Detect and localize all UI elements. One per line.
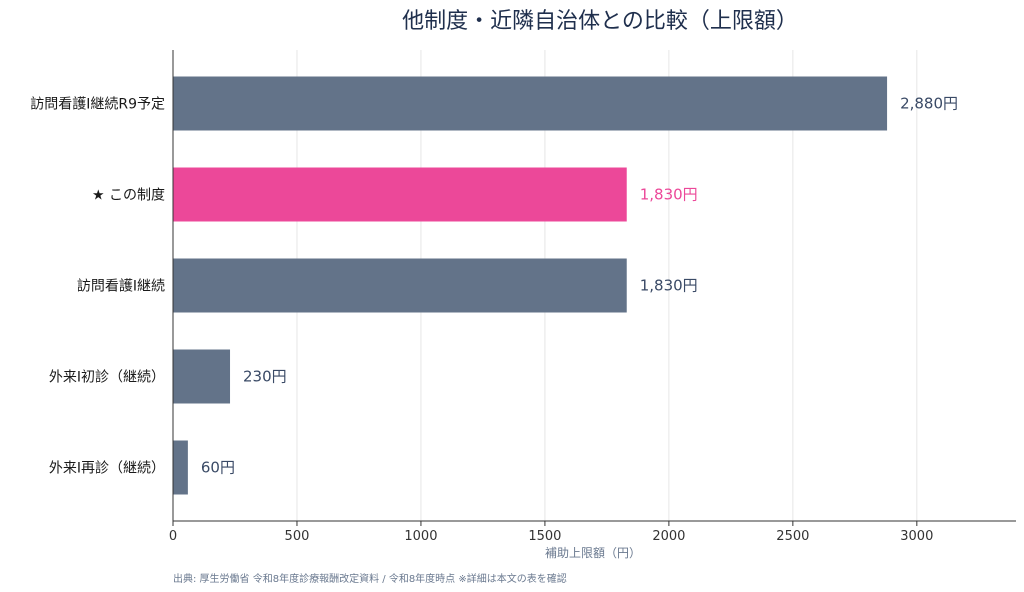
value-label: 2,880円 xyxy=(900,95,958,113)
x-tick-label: 500 xyxy=(285,529,310,544)
value-label: 60円 xyxy=(201,459,235,477)
x-tick-label: 2000 xyxy=(652,529,685,544)
bar xyxy=(173,258,627,313)
x-tick-labels: 0 500 1000 1500 2000 2500 3000 xyxy=(169,521,933,544)
bars xyxy=(173,76,888,495)
value-label: 230円 xyxy=(243,368,287,386)
category-label: 訪問看護Ⅰ継続R9予定 xyxy=(30,96,165,113)
x-tick-label: 0 xyxy=(169,529,177,544)
category-label: 外来Ⅰ再診（継続） xyxy=(49,460,165,477)
x-tick-label: 1000 xyxy=(404,529,437,544)
bar xyxy=(173,349,231,404)
x-axis-label: 補助上限額（円） xyxy=(545,546,641,560)
x-tick-label: 3000 xyxy=(900,529,933,544)
bar xyxy=(173,76,888,131)
value-labels: 2,880円 1,830円 1,830円 230円 60円 xyxy=(201,95,958,477)
x-tick-label: 2500 xyxy=(776,529,809,544)
value-label: 1,830円 xyxy=(640,186,698,204)
value-label: 1,830円 xyxy=(640,277,698,295)
source-note: 出典: 厚生労働省 令和8年度診療報酬改定資料 / 令和8年度時点 ※詳細は本文… xyxy=(173,572,567,585)
chart-title: 他制度・近隣自治体との比較（上限額） xyxy=(402,9,798,34)
bar xyxy=(173,167,627,222)
category-label: 訪問看護Ⅰ継続 xyxy=(77,278,165,295)
category-label: ★ この制度 xyxy=(92,188,165,204)
bar xyxy=(173,440,188,495)
x-tick-label: 1500 xyxy=(528,529,561,544)
category-label: 外来Ⅰ初診（継続） xyxy=(49,369,165,386)
